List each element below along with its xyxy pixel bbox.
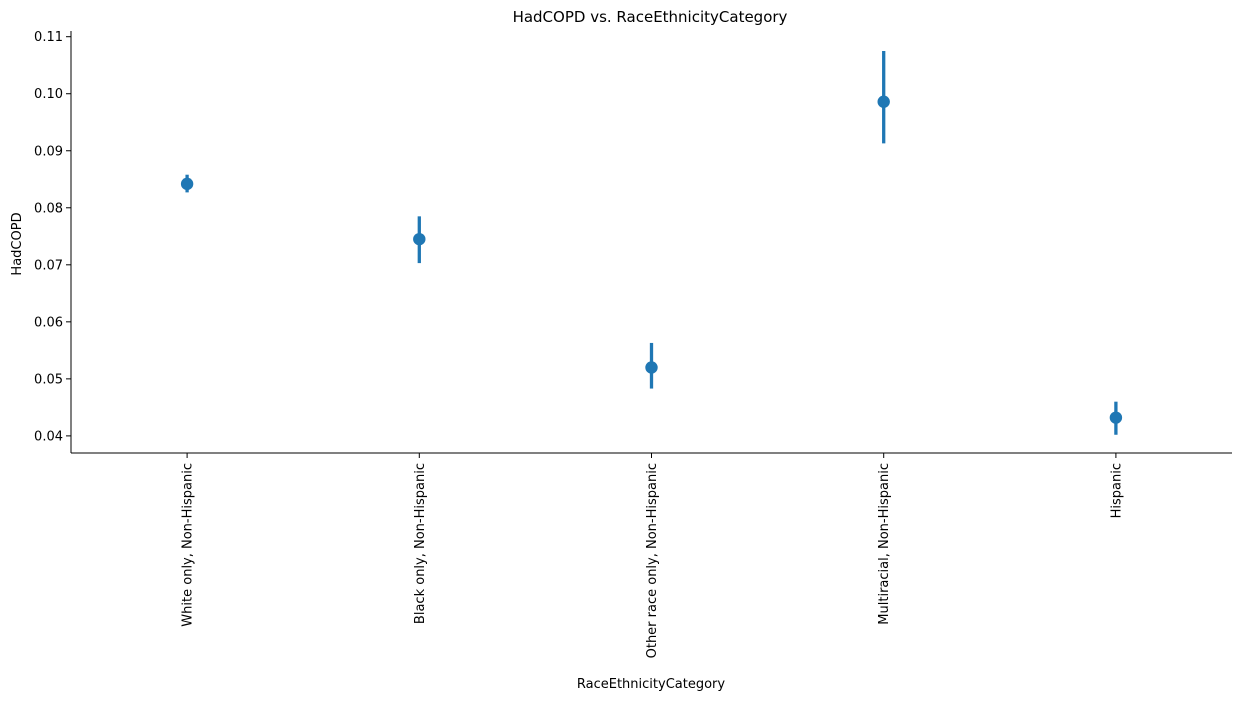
data-point — [645, 361, 658, 374]
data-point — [877, 95, 890, 108]
x-tick-label: Black only, Non-Hispanic — [413, 463, 428, 624]
x-tick-label: Other race only, Non-Hispanic — [645, 463, 660, 658]
data-point — [1109, 411, 1123, 424]
x-tick-label: Multiracial, Non-Hispanic — [877, 463, 892, 625]
data-point — [180, 177, 194, 191]
data-marks — [180, 50, 1123, 435]
axes — [70, 31, 1232, 454]
y-tick-label: 0.08 — [34, 201, 63, 216]
ticks: 0.04 0.05 0.06 0.07 0.08 0.09 0.10 0.11 White on… — [34, 30, 1124, 658]
y-tick-label: 0.07 — [34, 258, 63, 273]
y-tick-label: 0.10 — [34, 87, 63, 102]
y-tick-label: 0.09 — [34, 144, 63, 159]
x-axis-label: RaceEthnicityCategory — [577, 677, 725, 692]
y-tick-label: 0.04 — [34, 429, 63, 444]
chart-title: HadCOPD vs. RaceEthnicityCategory — [513, 8, 788, 26]
data-point — [413, 232, 426, 246]
y-axis-label: HadCOPD — [10, 212, 25, 275]
x-tick-label: Hispanic — [1109, 463, 1124, 518]
y-tick-label: 0.06 — [34, 315, 63, 330]
y-tick-label: 0.11 — [34, 30, 63, 45]
y-tick-label: 0.05 — [34, 372, 63, 387]
x-tick-label: White only, Non-Hispanic — [181, 463, 196, 627]
